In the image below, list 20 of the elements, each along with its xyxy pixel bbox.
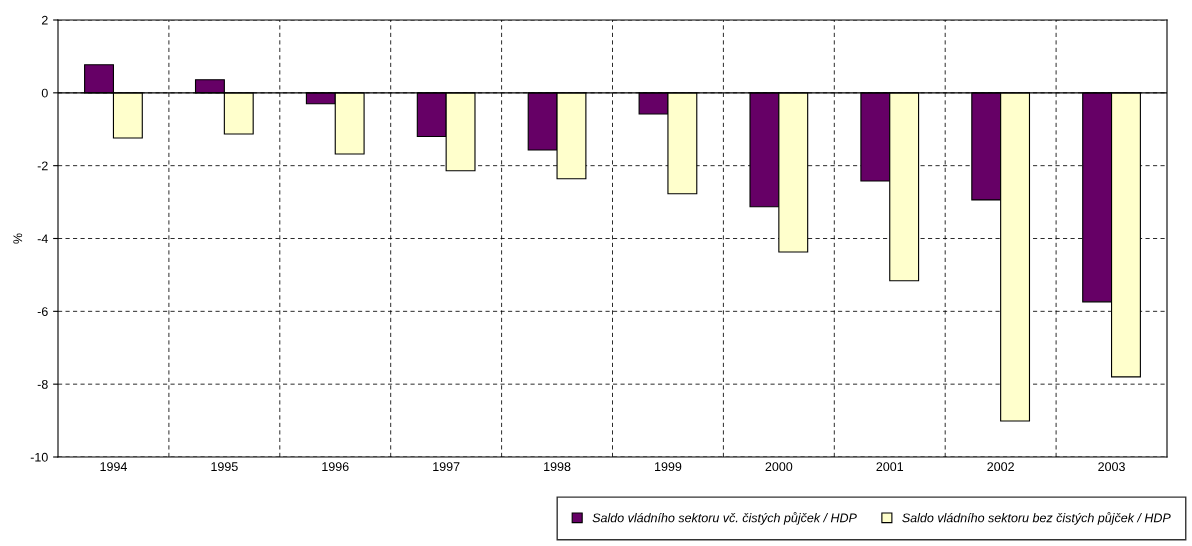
- y-tick-label: 2: [41, 15, 48, 25]
- x-tick-label: 2001: [876, 462, 904, 472]
- x-tick-label: 1996: [322, 462, 349, 472]
- x-tick-label: 1994: [100, 462, 127, 472]
- legend-label: Saldo vládního sektoru vč. čistých půjček / HDP: [592, 512, 857, 525]
- x-tick-label: 1995: [211, 462, 238, 472]
- y-axis-title: %: [13, 233, 23, 244]
- y-tick-label: -6: [37, 307, 48, 316]
- y-tick-label: -2: [37, 161, 48, 171]
- x-tick-label: 1997: [433, 462, 460, 472]
- x-tick-label: 1998: [544, 462, 571, 472]
- y-tick-label: 0: [41, 88, 48, 98]
- x-tick-label: 2003: [1098, 462, 1125, 472]
- y-tick-label: -4: [37, 234, 48, 244]
- x-tick-label: 2002: [987, 462, 1014, 472]
- x-tick-label: 1999: [655, 462, 682, 472]
- y-tick-label: -8: [37, 379, 48, 389]
- x-tick-label: 2000: [765, 462, 793, 472]
- y-tick-label: -10: [30, 452, 48, 462]
- legend-label: Saldo vládního sektoru bez čistých půjček / HDP: [902, 512, 1171, 525]
